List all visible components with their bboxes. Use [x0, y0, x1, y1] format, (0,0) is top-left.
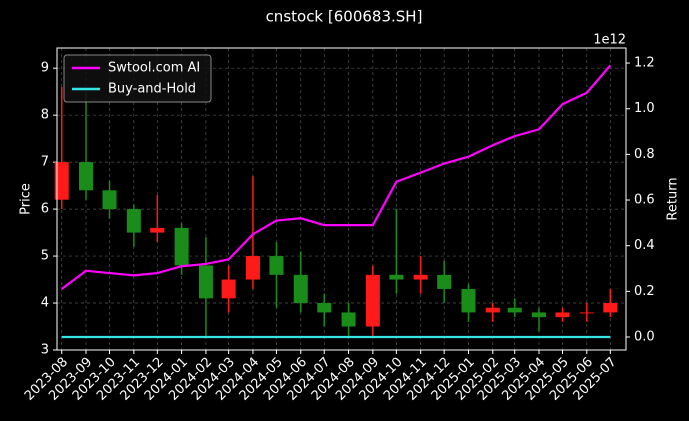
legend-label: Buy-and-Hold: [108, 82, 196, 97]
y2-tick-label: 0.2: [634, 284, 655, 299]
y2-tick-label: 0.0: [634, 329, 655, 344]
y-tick-label: 5: [41, 249, 49, 264]
y2-axis-label: Return: [666, 177, 681, 220]
y2-tick-label: 0.6: [634, 193, 655, 208]
candle-body: [198, 265, 213, 299]
chart-title: cnstock [600683.SH]: [266, 8, 423, 26]
candle-body: [221, 279, 236, 299]
y-tick-label: 4: [41, 296, 49, 311]
y-tick-label: 6: [41, 202, 49, 217]
candle-body: [341, 312, 356, 327]
candle-body: [245, 256, 260, 280]
candle-body: [461, 288, 476, 313]
candle-body: [54, 162, 69, 200]
candle-body: [174, 227, 189, 266]
candle-body: [555, 312, 570, 318]
plot-frame: [56, 47, 627, 351]
y-tick-label: 8: [41, 108, 49, 123]
legend-label: Swtool.com AI: [108, 61, 200, 76]
candle-body: [507, 307, 522, 313]
candle-body: [579, 312, 594, 314]
candle-body: [126, 209, 141, 233]
candle-body: [532, 312, 547, 318]
candle-body: [485, 307, 500, 313]
candle-body: [437, 274, 452, 289]
y2-offset: 1e12: [593, 33, 626, 48]
candle-body: [317, 303, 332, 313]
candle-body: [150, 227, 165, 233]
y2-tick-label: 0.4: [634, 238, 655, 253]
y2-tick-label: 1.2: [634, 56, 655, 71]
candle-body: [293, 274, 308, 304]
y-tick-label: 9: [41, 61, 49, 76]
candle-body: [102, 190, 117, 210]
y-tick-label: 3: [41, 343, 49, 358]
series-line: [61, 64, 612, 290]
candle-body: [603, 303, 618, 313]
y2-tick-label: 0.8: [634, 147, 655, 162]
candle-body: [413, 274, 428, 280]
y2-tick-label: 1.0: [634, 101, 655, 116]
legend-box: [63, 54, 212, 103]
candle-body: [389, 274, 404, 280]
candle-body: [78, 162, 93, 191]
candle-body: [365, 274, 380, 327]
candle-body: [269, 256, 284, 275]
y-tick-label: 7: [41, 155, 49, 170]
y-axis-label: Price: [19, 183, 34, 215]
